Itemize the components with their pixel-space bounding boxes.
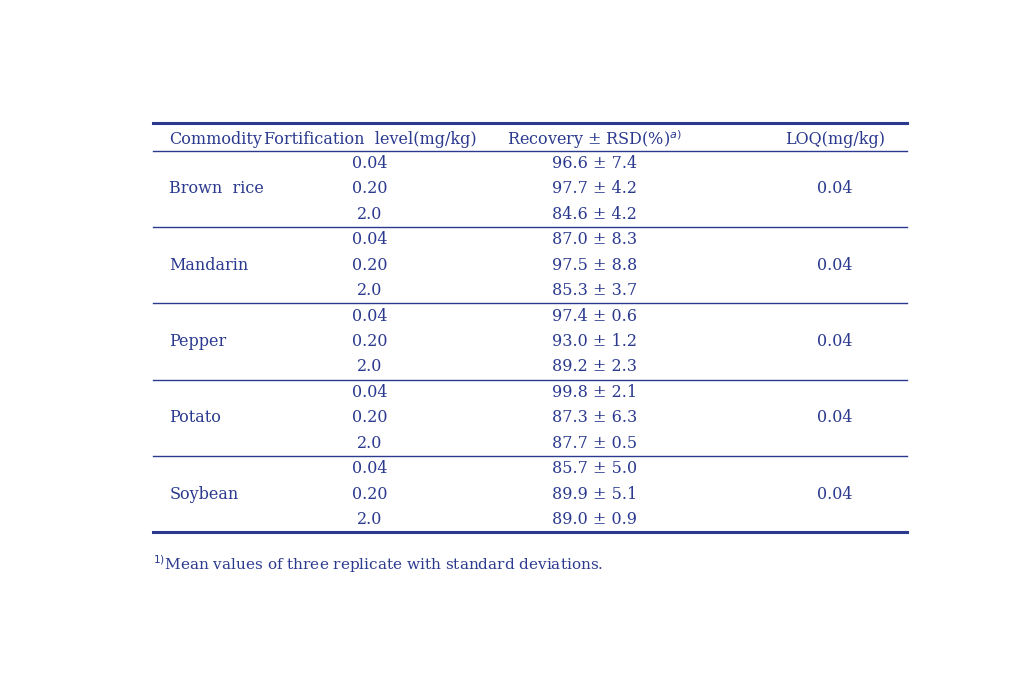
Text: 0.20: 0.20 — [352, 257, 388, 274]
Text: $^{1)}$Mean values of three replicate with standard deviations.: $^{1)}$Mean values of three replicate wi… — [153, 553, 603, 575]
Text: 89.0 ± 0.9: 89.0 ± 0.9 — [552, 511, 638, 528]
Text: Mandarin: Mandarin — [170, 257, 248, 274]
Text: Pepper: Pepper — [170, 333, 227, 350]
Text: 0.20: 0.20 — [352, 180, 388, 197]
Text: 85.3 ± 3.7: 85.3 ± 3.7 — [552, 282, 638, 299]
Text: 0.04: 0.04 — [352, 384, 388, 401]
Text: 96.6 ± 7.4: 96.6 ± 7.4 — [552, 155, 638, 172]
Text: 2.0: 2.0 — [357, 511, 383, 528]
Text: 0.20: 0.20 — [352, 333, 388, 350]
Text: 84.6 ± 4.2: 84.6 ± 4.2 — [552, 206, 638, 223]
Text: 0.04: 0.04 — [352, 460, 388, 477]
Text: 89.9 ± 5.1: 89.9 ± 5.1 — [552, 486, 638, 502]
Text: 87.7 ± 0.5: 87.7 ± 0.5 — [552, 435, 638, 452]
Text: 99.8 ± 2.1: 99.8 ± 2.1 — [552, 384, 638, 401]
Text: 87.0 ± 8.3: 87.0 ± 8.3 — [552, 231, 638, 248]
Text: 0.04: 0.04 — [352, 308, 388, 324]
Text: 93.0 ± 1.2: 93.0 ± 1.2 — [552, 333, 638, 350]
Text: 85.7 ± 5.0: 85.7 ± 5.0 — [552, 460, 638, 477]
Text: Soybean: Soybean — [170, 486, 239, 502]
Text: Commodity: Commodity — [170, 131, 262, 148]
Text: 97.5 ± 8.8: 97.5 ± 8.8 — [552, 257, 638, 274]
Text: Recovery ± RSD(%)$^{a)}$: Recovery ± RSD(%)$^{a)}$ — [507, 128, 682, 150]
Text: 0.20: 0.20 — [352, 409, 388, 426]
Text: 0.04: 0.04 — [818, 333, 853, 350]
Text: 2.0: 2.0 — [357, 435, 383, 452]
Text: 97.4 ± 0.6: 97.4 ± 0.6 — [552, 308, 638, 324]
Text: 0.04: 0.04 — [818, 180, 853, 197]
Text: Potato: Potato — [170, 409, 221, 426]
Text: 0.04: 0.04 — [352, 155, 388, 172]
Text: 2.0: 2.0 — [357, 206, 383, 223]
Text: 87.3 ± 6.3: 87.3 ± 6.3 — [552, 409, 638, 426]
Text: 0.04: 0.04 — [818, 409, 853, 426]
Text: 89.2 ± 2.3: 89.2 ± 2.3 — [552, 359, 638, 375]
Text: 0.04: 0.04 — [352, 231, 388, 248]
Text: 0.04: 0.04 — [818, 486, 853, 502]
Text: Brown  rice: Brown rice — [170, 180, 264, 197]
Text: 2.0: 2.0 — [357, 359, 383, 375]
Text: 2.0: 2.0 — [357, 282, 383, 299]
Text: Fortification  level(mg/kg): Fortification level(mg/kg) — [264, 131, 476, 148]
Text: 0.04: 0.04 — [818, 257, 853, 274]
Text: 97.7 ± 4.2: 97.7 ± 4.2 — [552, 180, 638, 197]
Text: 0.20: 0.20 — [352, 486, 388, 502]
Text: LOQ(mg/kg): LOQ(mg/kg) — [786, 131, 885, 148]
